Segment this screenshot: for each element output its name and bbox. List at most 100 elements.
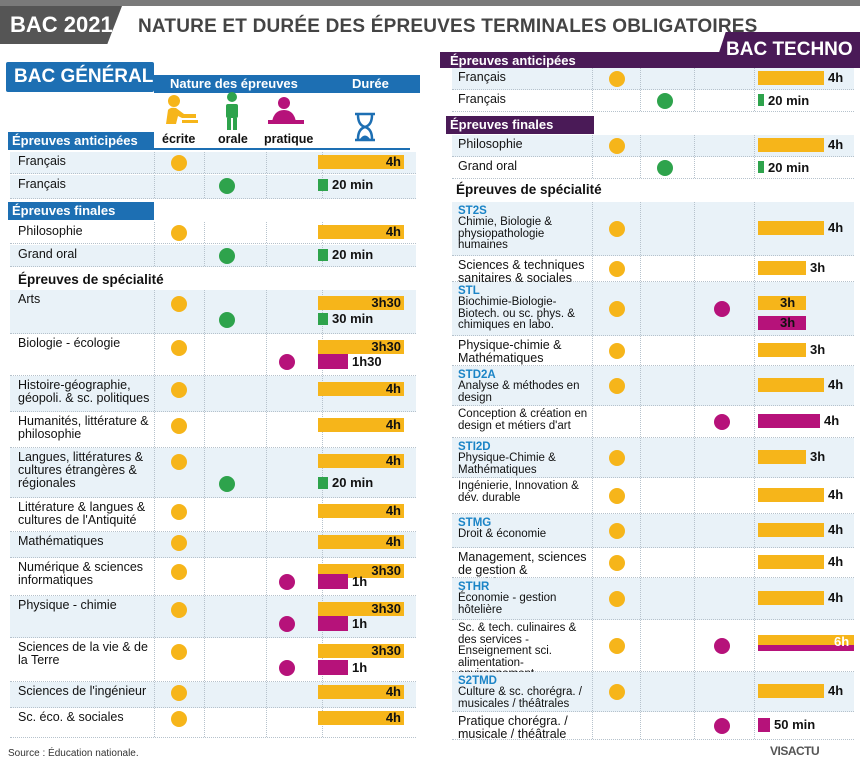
ecrite-dot — [609, 555, 625, 571]
cell-divider — [204, 596, 205, 637]
cell-divider — [694, 135, 695, 156]
cell-divider — [592, 256, 593, 281]
duration-marker — [318, 249, 328, 261]
row-label: Ingénierie, Innovation & dév. durable — [458, 480, 590, 504]
techno-row: Conception & création en design et métie… — [452, 406, 854, 438]
duration-bar — [758, 414, 820, 428]
ecrite-dot — [171, 644, 187, 660]
cell-divider — [154, 682, 155, 707]
orale-dot — [657, 93, 673, 109]
cell-divider — [754, 548, 755, 577]
row-label: STI2D Physique-Chimie & Mathématiques — [458, 441, 590, 476]
row-label: Numérique & sciences informatiques — [18, 560, 144, 587]
duration-marker — [758, 94, 764, 106]
row-text: Philosophie — [458, 137, 523, 151]
ecrite-dot — [171, 382, 187, 398]
cell-divider — [640, 438, 641, 477]
cell-divider — [694, 256, 695, 281]
cell-divider — [592, 514, 593, 547]
cell-divider — [754, 135, 755, 156]
ecrite-dot — [609, 378, 625, 394]
techno-row: Ingénierie, Innovation & dév. durable — [452, 478, 854, 514]
duration-text: 3h — [810, 260, 826, 275]
techno-section-finales: Épreuves finales — [446, 116, 594, 134]
cell-divider — [154, 558, 155, 595]
general-row: Grand oral — [10, 245, 416, 267]
cell-divider — [154, 532, 155, 557]
cell-divider — [204, 638, 205, 681]
duration-text: 4h — [828, 554, 844, 569]
cell-divider — [266, 334, 267, 375]
row-label: Français — [18, 177, 66, 191]
duration-bar — [758, 555, 824, 569]
row-text: Chimie, Biologie & physiopathologie huma… — [458, 216, 552, 251]
cell-divider — [640, 135, 641, 156]
cell-divider — [754, 282, 755, 335]
duration-text: 6h — [834, 634, 850, 649]
orale-dot — [219, 312, 235, 328]
duration-text: 3h — [780, 295, 796, 310]
row-label: Français — [18, 154, 66, 168]
general-banner: BAC GÉNÉRAL — [6, 62, 154, 92]
duration-bar — [758, 645, 854, 651]
cell-divider — [204, 412, 205, 447]
pratique-dot — [714, 301, 730, 317]
track-tag: STD2A — [458, 369, 496, 381]
cell-divider — [266, 532, 267, 557]
pratique-dot — [714, 414, 730, 430]
row-text: Analyse & méthodes en design — [458, 380, 580, 404]
pratique-icon — [268, 97, 304, 124]
cell-divider — [204, 376, 205, 411]
row-label: Sciences de la vie & de la Terre — [18, 640, 148, 667]
cell-divider — [754, 578, 755, 619]
row-text: Économie - gestion hôtelière — [458, 592, 557, 616]
cell-divider — [694, 336, 695, 365]
ecrite-dot — [171, 564, 187, 580]
cell-divider — [592, 712, 593, 739]
cell-divider — [694, 202, 695, 255]
general-row: Humanités, littérature & philosophie — [10, 412, 416, 448]
cell-divider — [322, 448, 323, 497]
row-label: STHR Économie - gestion hôtelière — [458, 581, 590, 616]
duration-marker — [318, 660, 348, 675]
track-tag: STI2D — [458, 441, 491, 453]
cell-divider — [154, 152, 155, 173]
duration-bar — [758, 71, 824, 85]
source-note: Source : Éducation nationale. — [8, 748, 139, 759]
ecrite-label: écrite — [162, 132, 196, 146]
cell-divider — [266, 152, 267, 173]
cell-divider — [592, 672, 593, 711]
cell-divider — [754, 366, 755, 405]
cell-divider — [694, 478, 695, 513]
techno-row: STHR Économie - gestion hôtelière — [452, 578, 854, 620]
pratique-label: pratique — [264, 132, 314, 146]
duration-text: 4h — [828, 522, 844, 537]
duration-bar: 4h — [318, 155, 404, 169]
general-section-specialite: Épreuves de spécialité — [18, 272, 164, 287]
techno-row: Physique-chimie & Mathématiques — [452, 336, 854, 366]
row-label: Physique-chimie & Mathématiques — [458, 339, 590, 365]
ecrite-dot — [609, 488, 625, 504]
pratique-dot — [279, 660, 295, 676]
row-label: STL Biochimie-Biologie-Biotech. ou sc. ph… — [458, 285, 590, 332]
cell-divider — [266, 558, 267, 595]
row-text: Biochimie-Biologie-Biotech. ou sc. phys.… — [458, 296, 575, 331]
duration-bar — [758, 221, 824, 235]
duration-bar: 4h — [318, 535, 404, 549]
row-label: ST2S Chimie, Biologie & physiopathologie … — [458, 205, 590, 252]
cell-divider — [754, 478, 755, 513]
orale-dot — [657, 160, 673, 176]
ecrite-dot — [609, 71, 625, 87]
duration-text: 1h30 — [352, 354, 382, 369]
cell-divider — [592, 282, 593, 335]
ecrite-dot — [171, 418, 187, 434]
row-label: STD2A Analyse & méthodes en design — [458, 369, 590, 404]
duration-bar — [758, 684, 824, 698]
cell-divider — [694, 157, 695, 178]
cell-divider — [592, 406, 593, 437]
duration-text: 3h — [810, 449, 826, 464]
track-tag: STL — [458, 285, 480, 297]
cell-divider — [592, 548, 593, 577]
row-label: Histoire-géographie, géopoli. & sc. poli… — [18, 378, 150, 405]
orale-label: orale — [218, 132, 248, 146]
